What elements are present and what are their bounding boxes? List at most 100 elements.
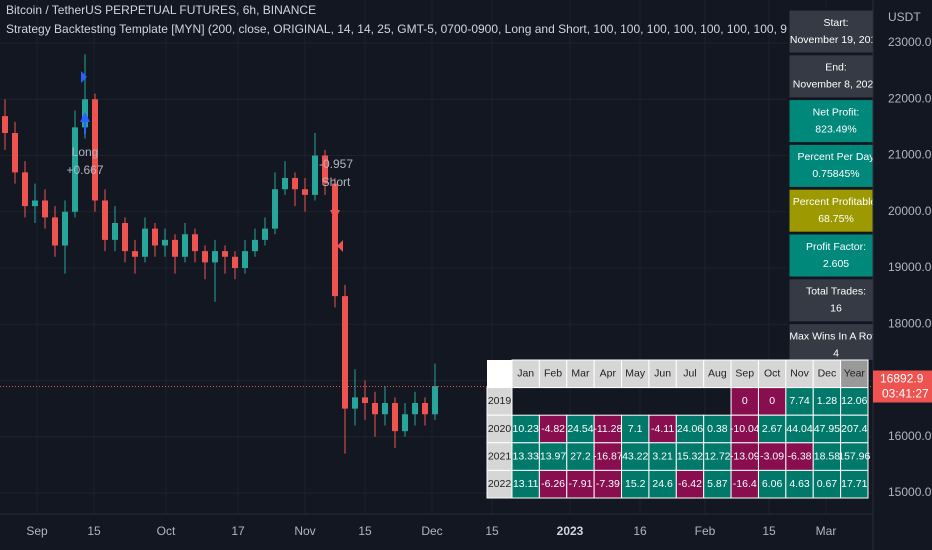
return-value: -13.09 [730, 450, 760, 462]
candle-body [332, 183, 338, 297]
column-header: Year [844, 368, 866, 380]
return-cell [730, 442, 759, 471]
return-cell [593, 442, 623, 471]
x-tick-label: Sep [26, 524, 48, 538]
candle-body [152, 228, 158, 246]
column-header-cell [648, 359, 677, 389]
column-header: May [625, 368, 646, 380]
return-value: 24.54 [567, 423, 593, 435]
y-tick-label: 23000.0 [888, 35, 932, 49]
return-cell [511, 442, 540, 471]
candle-body [252, 239, 258, 252]
return-value: -4.82 [541, 423, 565, 435]
return-cell [538, 442, 568, 471]
candle-body [262, 228, 268, 240]
return-cell [511, 414, 540, 444]
y-tick-label: 18000.0 [888, 316, 932, 330]
row-header-cell [486, 442, 513, 471]
candle-body [22, 172, 28, 207]
return-cell [785, 442, 814, 471]
candle-body [242, 251, 248, 268]
stat-label: Max Wins In A Row: [789, 330, 882, 342]
column-header: Jul [683, 368, 696, 380]
return-cell [730, 414, 759, 444]
y-tick-label: 22000.0 [888, 91, 932, 105]
row-header: 2022 [488, 478, 512, 490]
stat-cell [789, 54, 883, 99]
long-entry-marker [81, 71, 87, 83]
return-value: 0 [742, 395, 748, 407]
column-header: Jan [517, 368, 534, 380]
row-header: 2020 [488, 423, 512, 435]
return-value: -3.09 [760, 450, 784, 462]
candle-body [312, 155, 318, 195]
stat-cell [789, 99, 883, 144]
x-tick-label: Mar [816, 524, 837, 538]
return-value: -4.11 [651, 423, 674, 435]
return-value: -16.87 [593, 450, 623, 462]
column-header: Feb [544, 368, 562, 380]
return-cell [538, 469, 568, 499]
return-cell [593, 414, 623, 444]
stat-cell [789, 143, 883, 188]
return-cell [566, 469, 595, 499]
short-arrow-stem [334, 196, 336, 210]
column-header-cell [785, 359, 814, 389]
short-entry-marker [337, 240, 343, 252]
candle-body [342, 296, 348, 409]
candle-body [322, 155, 328, 184]
last-price-label: 16892.9 [880, 372, 924, 386]
return-value: 5.87 [707, 478, 728, 490]
column-header: Dec [818, 368, 837, 380]
symbol-title: Bitcoin / TetherUS PERPETUAL FUTURES, 6h… [6, 3, 316, 17]
x-tick-label: Dec [421, 524, 442, 538]
return-value: 13.97 [540, 450, 566, 462]
return-cell [785, 387, 814, 416]
stat-label: End: [825, 62, 847, 74]
column-header-cell [511, 359, 540, 389]
y-tick-label: 21000.0 [888, 148, 932, 162]
return-cell [785, 469, 814, 499]
return-value: 0.38 [707, 423, 728, 435]
candle-body [32, 200, 38, 207]
candle-body [292, 178, 298, 190]
y-tick-label: 16000.0 [888, 429, 932, 443]
stat-value: 4 [833, 347, 839, 359]
stat-cell [789, 10, 883, 54]
return-value: 157.96 [838, 450, 870, 462]
stat-value: 823.49% [815, 123, 856, 135]
return-value: 15.32 [677, 450, 703, 462]
countdown-label: 03:41:27 [882, 387, 929, 401]
long-arrow-stem [84, 120, 86, 134]
row-header-cell [486, 414, 513, 444]
return-value: -16.4 [733, 478, 757, 490]
stat-label: Profit Factor: [806, 241, 866, 253]
candle-body [122, 223, 128, 252]
price-axis [873, 0, 932, 550]
return-cell [840, 469, 869, 499]
strategy-title: Strategy Backtesting Template [MYN] (200… [6, 22, 932, 36]
return-value: 15.2 [625, 478, 646, 490]
stat-cell [789, 233, 883, 278]
return-value: 0.67 [817, 478, 838, 490]
stat-label: Start: [823, 17, 848, 29]
candle-body [102, 200, 108, 240]
stat-label: Net Profit: [813, 106, 860, 118]
y-tick-label: 15000.0 [888, 485, 932, 499]
candle-body [192, 234, 198, 252]
return-value: 43.22 [622, 450, 648, 462]
x-tick-label: 15 [87, 524, 101, 538]
x-tick-label: 15 [762, 524, 776, 538]
return-value: 12.72 [704, 450, 730, 462]
return-value: 47.95 [814, 423, 840, 435]
candle-body [392, 403, 398, 432]
candle-body [282, 178, 288, 190]
return-value: -10.04 [730, 423, 760, 435]
x-tick-label: 17 [231, 524, 245, 538]
candle-body [142, 228, 148, 257]
return-value: 7.1 [628, 423, 643, 435]
x-tick-label: 2023 [557, 524, 584, 538]
candle-body [422, 403, 428, 415]
return-value: 4.63 [789, 478, 810, 490]
stat-label: Percent Per Day [797, 151, 875, 163]
